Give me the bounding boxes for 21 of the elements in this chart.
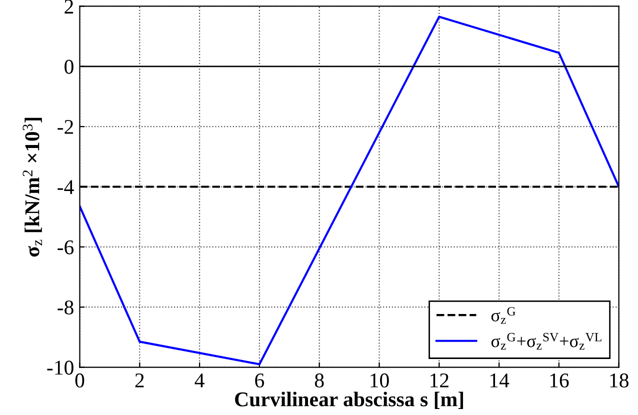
legend-label: σ$_{z}$$^{G}$ [491, 307, 516, 324]
x-tick-label: 0 [75, 373, 84, 388]
x-tick-label: 4 [194, 374, 204, 388]
y-tick-label: 0 [64, 60, 74, 74]
y-tick-label: -2 [58, 120, 74, 134]
text: σ$_{z}$$^{G}$+σ$_{z}$$^{SV}$+σ$_{z}$$^{VL}$ [491, 332, 602, 350]
x-tick-label: 12 [430, 373, 448, 388]
y-axis-title: σ$_{z}$ [kN/m$^{2}$ ×10$^{3}$] [22, 118, 42, 257]
y-tick-label: -10 [47, 360, 74, 375]
y-tick-label: -8 [58, 300, 74, 315]
x-tick-label: 18 [610, 373, 628, 388]
x-tick-label: 14 [490, 374, 510, 388]
y-tick-label: 2 [64, 0, 74, 14]
x-tick-label: 8 [314, 373, 324, 388]
x-axis-title: Curvilinear abscissa s [m] [235, 392, 464, 409]
x-tick-label: 16 [550, 373, 569, 388]
x-tick-label: 10 [370, 373, 389, 388]
y-tick-label: -6 [58, 240, 74, 254]
x-tick-label: 2 [135, 373, 144, 388]
y-tick-label: -4 [58, 180, 74, 194]
x-tick-label: 6 [255, 373, 264, 388]
